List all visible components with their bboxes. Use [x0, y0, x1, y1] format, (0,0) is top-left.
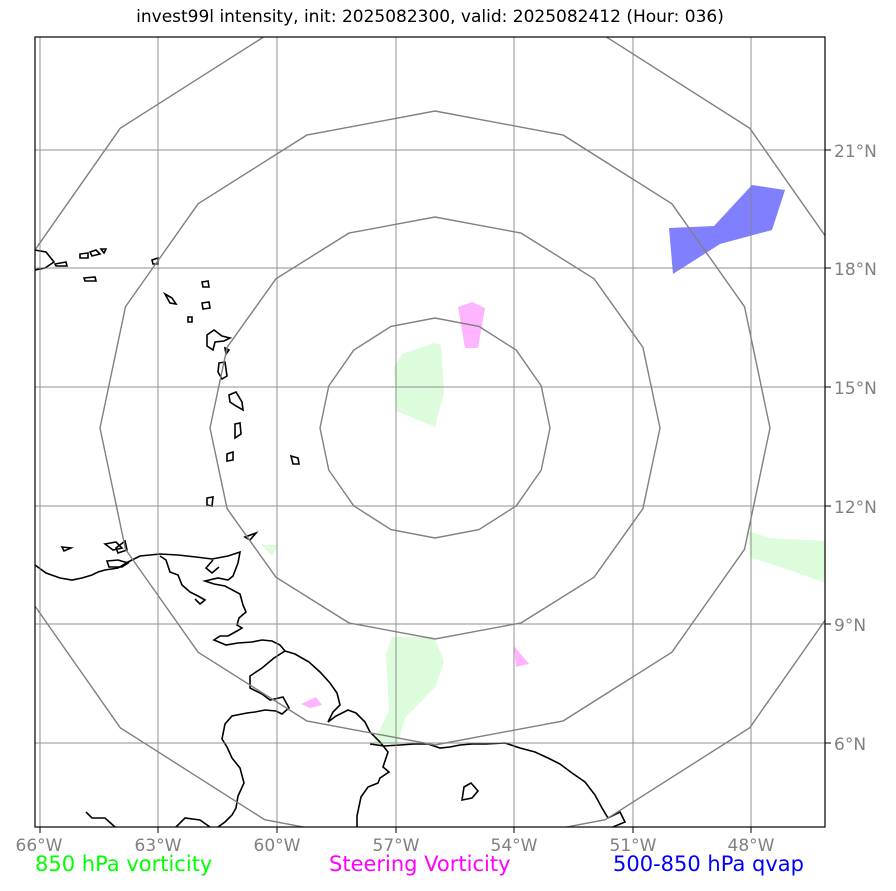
vorticity-850-area: [748, 531, 825, 583]
longitude-labels: 66°W 63°W 60°W 57°W 54°W 51°W 48°W: [16, 836, 775, 856]
vorticity-850-area: [394, 343, 444, 427]
range-ring: [35, 37, 825, 827]
range-ring: [319, 317, 551, 539]
coastlines: [35, 248, 627, 827]
vorticity-850-area: [262, 545, 278, 556]
lon-label: 54°W: [491, 836, 538, 856]
steering-vorticity-area: [301, 697, 322, 708]
lon-label: 57°W: [373, 836, 420, 856]
lon-label: 60°W: [254, 836, 301, 856]
lon-label: 66°W: [16, 836, 63, 856]
range-ring: [99, 110, 771, 746]
latitude-labels: 21°N 18°N 15°N 12°N 9°N 6°N: [834, 142, 877, 755]
lat-label: 6°N: [834, 735, 866, 755]
legend-steering-vorticity: Steering Vorticity: [329, 852, 511, 876]
graticule: [35, 37, 825, 827]
steering-vorticity-area: [514, 646, 529, 667]
vorticity-850-area: [373, 637, 444, 744]
lat-label: 15°N: [834, 379, 877, 399]
lat-label: 12°N: [834, 498, 877, 518]
lat-label: 21°N: [834, 142, 877, 162]
lon-label: 51°W: [610, 836, 657, 856]
qvap-area: [669, 185, 785, 274]
lat-label: 9°N: [834, 616, 866, 636]
range-ring: [209, 216, 661, 640]
lon-label: 48°W: [728, 836, 775, 856]
axis-ticks: [39, 149, 831, 833]
lat-label: 18°N: [834, 260, 877, 280]
vorticity-850-field: [262, 343, 825, 744]
map-title: invest99l intensity, init: 2025082300, v…: [136, 7, 724, 27]
lon-label: 63°W: [135, 836, 182, 856]
legend-qvap: 500-850 hPa qvap: [613, 852, 804, 876]
legend-850-vorticity: 850 hPa vorticity: [35, 852, 213, 876]
range-rings: [35, 37, 825, 827]
qvap-field: [669, 185, 785, 274]
